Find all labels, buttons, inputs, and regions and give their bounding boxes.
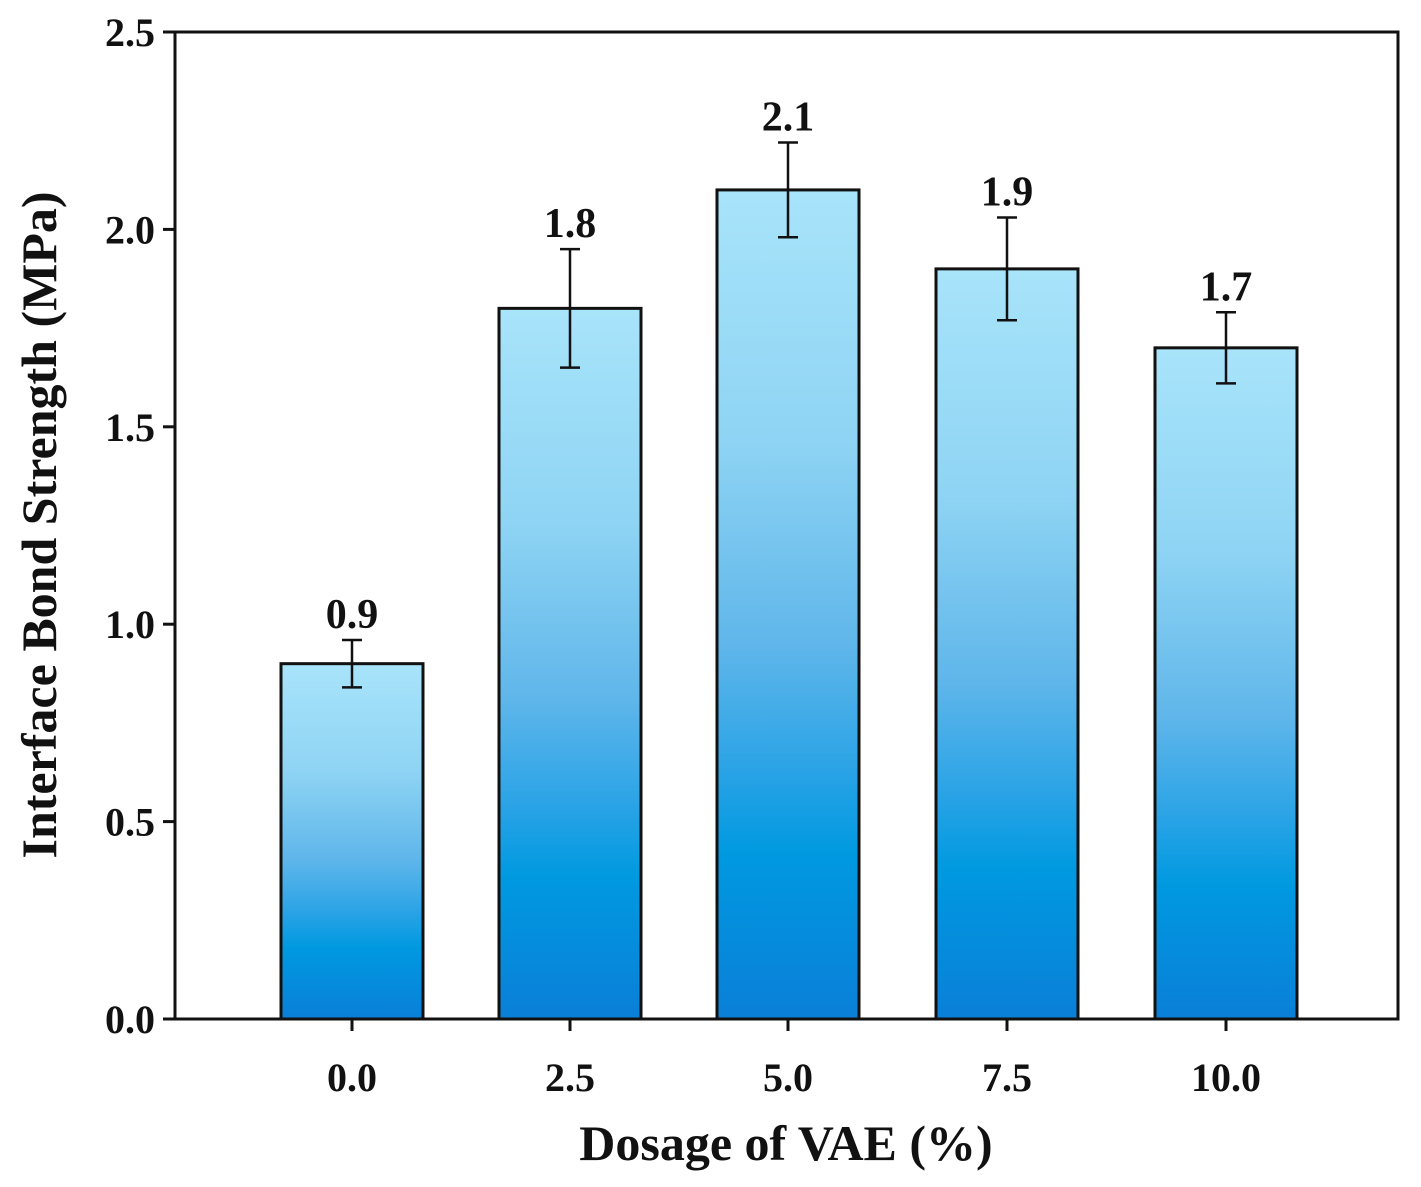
x-tick-label-0.0: 0.0 [327,1055,377,1100]
x-axis-title: Dosage of VAE (%) [579,1115,992,1171]
error-bar-7.5 [997,216,1017,322]
error-bars-group [342,141,1236,689]
bars-group [279,188,1299,1021]
x-tick-label-10.0: 10.0 [1191,1055,1261,1100]
y-tick-label-0.5: 0.5 [105,800,155,845]
error-bar-0.0 [342,638,362,689]
data-labels-group: 0.9 1.8 2.1 1.9 1.7 [326,95,1253,638]
data-label-0.0: 0.9 [326,592,379,638]
data-label-10.0: 1.7 [1200,264,1253,310]
x-tick-label-5.0: 5.0 [763,1055,813,1100]
bar-2.5 [497,306,643,1021]
x-axis-ticks: 0.0 2.5 5.0 7.5 10.0 [327,1019,1261,1100]
data-label-2.5: 1.8 [544,201,597,247]
y-tick-label-2.5: 2.5 [105,10,155,55]
error-bar-2.5 [560,247,580,369]
bar-10.0 [1153,346,1299,1021]
bar-7.5 [934,267,1080,1021]
x-tick-label-2.5: 2.5 [545,1055,595,1100]
bar-0.0 [279,662,425,1021]
y-tick-label-1.5: 1.5 [105,405,155,450]
y-tick-label-1.0: 1.0 [105,602,155,647]
x-tick-label-7.5: 7.5 [982,1055,1032,1100]
y-axis-title: Interface Bond Strength (MPa) [11,191,67,858]
y-tick-label-0.0: 0.0 [105,997,155,1042]
data-label-5.0: 2.1 [762,95,815,141]
data-label-7.5: 1.9 [981,170,1034,216]
error-bar-10.0 [1216,311,1236,385]
error-bar-5.0 [778,141,798,239]
bar-5.0 [715,188,861,1021]
y-axis-ticks: 0.0 0.5 1.0 1.5 2.0 2.5 [105,10,175,1042]
y-tick-label-2.0: 2.0 [105,207,155,252]
